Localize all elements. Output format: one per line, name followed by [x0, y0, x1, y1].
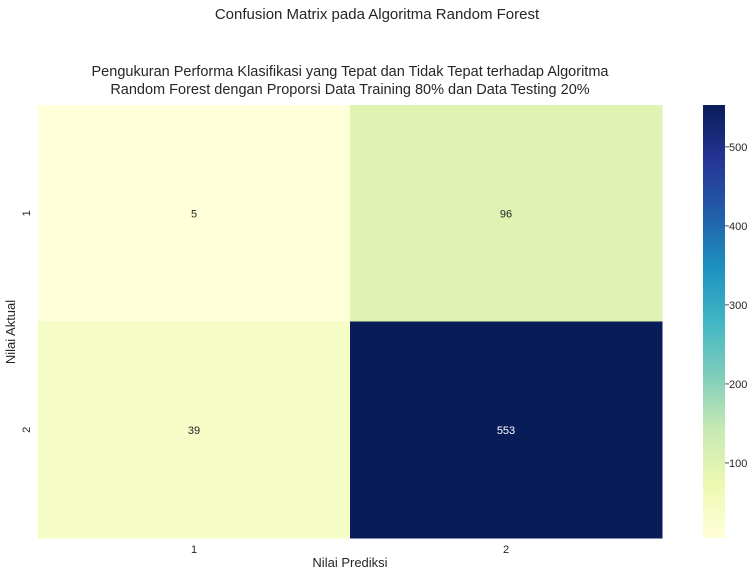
- heatmap-cell-label: 5: [191, 208, 197, 220]
- x-axis-label: Nilai Prediksi: [312, 555, 388, 570]
- chart-title-line-1: Pengukuran Performa Klasifikasi yang Tep…: [91, 64, 609, 80]
- colorbar-tick-label: 100: [729, 458, 747, 470]
- chart-title: Pengukuran Performa Klasifikasi yang Tep…: [38, 63, 662, 99]
- colorbar-tick-label: 200: [729, 379, 747, 391]
- heatmap-cell: [38, 105, 351, 322]
- y-tick-label: 2: [21, 427, 33, 433]
- figure-suptitle: Confusion Matrix pada Algoritma Random F…: [214, 6, 540, 23]
- colorbar-tick-label: 500: [729, 142, 747, 154]
- colorbar: [703, 105, 725, 538]
- heatmap-cell: [350, 321, 663, 539]
- heatmap-cell-label: 96: [500, 208, 512, 220]
- colorbar-tick-label: 400: [729, 221, 747, 233]
- heatmap-cell-label: 39: [188, 425, 200, 437]
- heatmap-cell: [350, 105, 663, 322]
- heatmap-cells: 5 96 39 553: [38, 105, 663, 539]
- x-tick-label: 2: [503, 544, 509, 556]
- chart-title-line-2: Random Forest dengan Proporsi Data Train…: [110, 82, 590, 98]
- colorbar-tick-label: 300: [729, 300, 747, 312]
- heatmap-cell-label: 553: [497, 425, 515, 437]
- colorbar-ticks: 100 200 300 400 500: [725, 142, 747, 470]
- x-tick-label: 1: [191, 544, 197, 556]
- y-axis-ticks: 12: [21, 210, 33, 433]
- y-tick-label: 1: [21, 210, 33, 216]
- heatmap-cell: [38, 321, 351, 539]
